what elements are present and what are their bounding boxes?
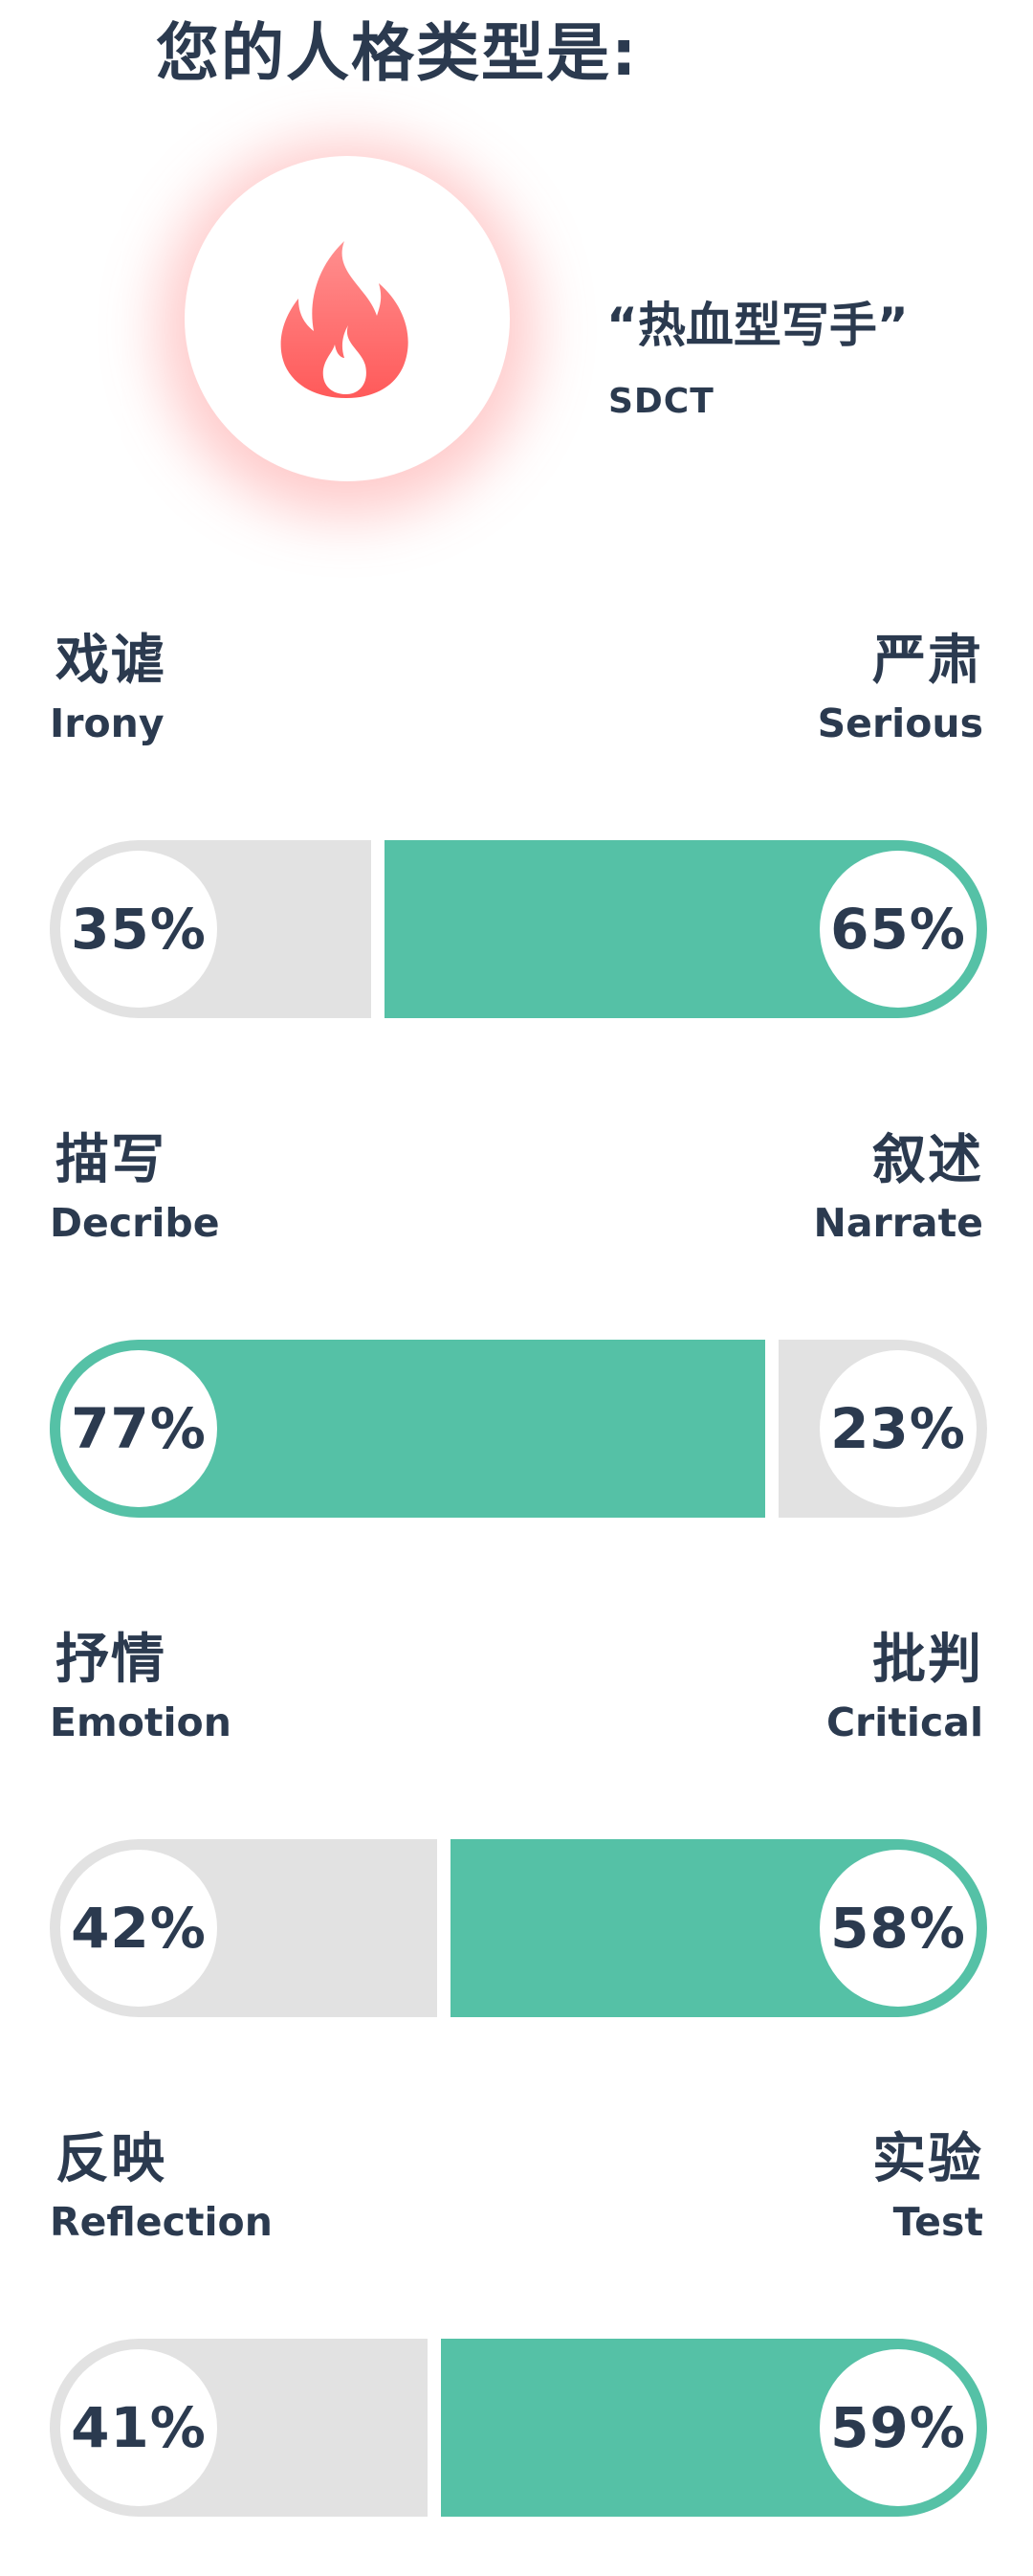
trait-left-en: Irony xyxy=(50,700,165,746)
trait-left-label: 抒情 Emotion xyxy=(50,1627,231,1751)
trait-bar-divider xyxy=(427,2339,441,2517)
trait-left-zh: 反映 xyxy=(55,2128,166,2190)
personality-type-name: “热血型写手” xyxy=(606,298,909,353)
right-percent-badge: 23% xyxy=(820,1350,977,1507)
trait-right-zh: 叙述 xyxy=(872,1129,983,1191)
trait-right-zh: 批判 xyxy=(872,1629,983,1691)
trait-left-en: Emotion xyxy=(50,1699,231,1745)
trait-left-zh: 描写 xyxy=(55,1129,166,1191)
trait-right-en: Narrate xyxy=(813,1200,984,1246)
trait-reflection-test: 反映 Reflection 实验 Test 41% 59% xyxy=(0,2126,1033,2528)
trait-progress-bar: 35% 65% xyxy=(50,840,987,1018)
trait-right-en: Serious xyxy=(817,700,983,746)
left-percent-badge: 41% xyxy=(60,2349,217,2506)
trait-bar-divider xyxy=(436,1839,451,2017)
left-percent-badge: 42% xyxy=(60,1850,217,2007)
trait-bar-divider xyxy=(371,840,385,1018)
trait-right-en: Critical xyxy=(825,1699,983,1745)
trait-right-zh: 严肃 xyxy=(872,630,983,692)
trait-left-en: Decribe xyxy=(50,1200,220,1246)
avatar xyxy=(185,156,510,481)
personality-type-code: SDCT xyxy=(608,382,714,421)
trait-progress-bar: 42% 58% xyxy=(50,1839,987,2017)
trait-progress-bar: 77% 23% xyxy=(50,1340,987,1518)
left-percent-badge: 35% xyxy=(60,851,217,1008)
right-percent-badge: 59% xyxy=(820,2349,977,2506)
trait-left-en: Reflection xyxy=(50,2199,273,2245)
trait-left-zh: 抒情 xyxy=(55,1629,166,1691)
trait-left-label: 描写 Decribe xyxy=(50,1127,220,1252)
trait-left-label: 戏谑 Irony xyxy=(50,628,166,752)
trait-right-label: 实验 Test xyxy=(872,2126,983,2251)
trait-right-label: 严肃 Serious xyxy=(818,628,983,752)
trait-right-zh: 实验 xyxy=(872,2128,983,2190)
trait-right-en: Test xyxy=(892,2199,983,2245)
trait-describe-narrate: 描写 Decribe 叙述 Narrate 77% 23% xyxy=(0,1127,1033,1529)
trait-right-label: 批判 Critical xyxy=(826,1627,983,1751)
fire-icon xyxy=(280,241,408,398)
trait-right-label: 叙述 Narrate xyxy=(814,1127,984,1252)
page-title: 您的人格类型是: xyxy=(156,16,639,90)
trait-bar-divider xyxy=(764,1340,779,1518)
left-percent-badge: 77% xyxy=(60,1350,217,1507)
trait-emotion-critical: 抒情 Emotion 批判 Critical 42% 58% xyxy=(0,1627,1033,2029)
right-percent-badge: 65% xyxy=(820,851,977,1008)
trait-left-label: 反映 Reflection xyxy=(50,2126,273,2251)
right-percent-badge: 58% xyxy=(820,1850,977,2007)
trait-irony-serious: 戏谑 Irony 严肃 Serious 35% 65% xyxy=(0,628,1033,1030)
trait-progress-bar: 41% 59% xyxy=(50,2339,987,2517)
trait-left-zh: 戏谑 xyxy=(55,630,166,692)
